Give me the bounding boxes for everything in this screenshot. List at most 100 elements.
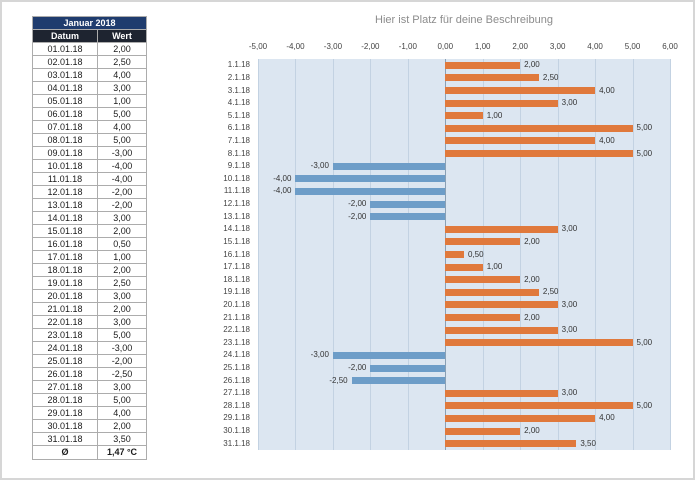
date-cell[interactable]: 03.01.18 <box>33 69 98 82</box>
date-cell[interactable]: 01.01.18 <box>33 43 98 56</box>
date-cell[interactable]: 02.01.18 <box>33 56 98 69</box>
bar[interactable] <box>445 276 521 284</box>
value-cell[interactable]: 4,00 <box>98 121 147 134</box>
bar[interactable] <box>445 440 577 448</box>
column-header-wert[interactable]: Wert <box>98 30 147 43</box>
bar[interactable] <box>351 377 446 385</box>
bar[interactable] <box>332 351 446 359</box>
date-cell[interactable]: 29.01.18 <box>33 407 98 420</box>
date-cell[interactable]: 04.01.18 <box>33 82 98 95</box>
value-cell[interactable]: 3,00 <box>98 316 147 329</box>
value-cell[interactable]: 1,00 <box>98 251 147 264</box>
value-cell[interactable]: -3,00 <box>98 147 147 160</box>
date-cell[interactable]: 08.01.18 <box>33 134 98 147</box>
value-cell[interactable]: 2,00 <box>98 225 147 238</box>
bar[interactable] <box>295 187 446 195</box>
value-cell[interactable]: 2,50 <box>98 277 147 290</box>
value-cell[interactable]: 3,00 <box>98 290 147 303</box>
value-cell[interactable]: 3,00 <box>98 82 147 95</box>
date-cell[interactable]: 30.01.18 <box>33 420 98 433</box>
plot-area[interactable] <box>258 59 670 450</box>
value-cell[interactable]: 2,50 <box>98 56 147 69</box>
bar[interactable] <box>445 137 596 145</box>
bar[interactable] <box>445 389 558 397</box>
bar[interactable] <box>370 200 446 208</box>
bar[interactable] <box>445 288 539 296</box>
bar[interactable] <box>445 414 596 422</box>
bar[interactable] <box>445 124 633 132</box>
date-cell[interactable]: 20.01.18 <box>33 290 98 303</box>
bar[interactable] <box>445 74 539 82</box>
date-cell[interactable]: 23.01.18 <box>33 329 98 342</box>
month-header-cell[interactable]: Januar 2018 <box>33 17 147 30</box>
value-cell[interactable]: -2,00 <box>98 355 147 368</box>
bar[interactable] <box>445 87 596 95</box>
bar[interactable] <box>445 238 521 246</box>
date-cell[interactable]: 05.01.18 <box>33 95 98 108</box>
date-cell[interactable]: 26.01.18 <box>33 368 98 381</box>
value-cell[interactable]: -2,50 <box>98 368 147 381</box>
bar[interactable] <box>370 213 446 221</box>
bar[interactable] <box>445 225 558 233</box>
bar[interactable] <box>332 162 446 170</box>
value-cell[interactable]: 3,50 <box>98 433 147 446</box>
average-value-cell[interactable]: 1,47 °C <box>98 446 147 460</box>
value-cell[interactable]: 5,00 <box>98 108 147 121</box>
date-cell[interactable]: 11.01.18 <box>33 173 98 186</box>
date-cell[interactable]: 24.01.18 <box>33 342 98 355</box>
column-header-datum[interactable]: Datum <box>33 30 98 43</box>
date-cell[interactable]: 25.01.18 <box>33 355 98 368</box>
date-cell[interactable]: 12.01.18 <box>33 186 98 199</box>
value-cell[interactable]: -3,00 <box>98 342 147 355</box>
date-cell[interactable]: 09.01.18 <box>33 147 98 160</box>
date-cell[interactable]: 21.01.18 <box>33 303 98 316</box>
date-cell[interactable]: 22.01.18 <box>33 316 98 329</box>
bar[interactable] <box>445 427 521 435</box>
bar[interactable] <box>295 175 446 183</box>
value-cell[interactable]: 3,00 <box>98 212 147 225</box>
bar[interactable] <box>445 339 633 347</box>
bar[interactable] <box>445 61 521 69</box>
date-cell[interactable]: 28.01.18 <box>33 394 98 407</box>
value-cell[interactable]: 2,00 <box>98 264 147 277</box>
value-cell[interactable]: 5,00 <box>98 134 147 147</box>
value-cell[interactable]: 5,00 <box>98 394 147 407</box>
date-cell[interactable]: 15.01.18 <box>33 225 98 238</box>
bar[interactable] <box>445 112 483 120</box>
date-cell[interactable]: 10.01.18 <box>33 160 98 173</box>
bar[interactable] <box>445 99 558 107</box>
date-cell[interactable]: 27.01.18 <box>33 381 98 394</box>
value-cell[interactable]: 4,00 <box>98 69 147 82</box>
x-axis-tick-label: -3,00 <box>323 42 343 51</box>
value-cell[interactable]: 2,00 <box>98 420 147 433</box>
date-cell[interactable]: 19.01.18 <box>33 277 98 290</box>
bar[interactable] <box>370 364 446 372</box>
date-cell[interactable]: 14.01.18 <box>33 212 98 225</box>
value-cell[interactable]: 1,00 <box>98 95 147 108</box>
bar[interactable] <box>445 251 464 258</box>
value-cell[interactable]: -4,00 <box>98 160 147 173</box>
date-cell[interactable]: 17.01.18 <box>33 251 98 264</box>
value-cell[interactable]: 2,00 <box>98 303 147 316</box>
value-cell[interactable]: 4,00 <box>98 407 147 420</box>
date-cell[interactable]: 13.01.18 <box>33 199 98 212</box>
bar[interactable] <box>445 326 558 334</box>
bar[interactable] <box>445 263 483 271</box>
date-cell[interactable]: 31.01.18 <box>33 433 98 446</box>
date-cell[interactable]: 07.01.18 <box>33 121 98 134</box>
bar[interactable] <box>445 301 558 309</box>
value-cell[interactable]: -2,00 <box>98 199 147 212</box>
value-cell[interactable]: -4,00 <box>98 173 147 186</box>
bar[interactable] <box>445 402 633 410</box>
value-cell[interactable]: -2,00 <box>98 186 147 199</box>
date-cell[interactable]: 06.01.18 <box>33 108 98 121</box>
value-cell[interactable]: 0,50 <box>98 238 147 251</box>
average-symbol-cell[interactable]: Ø <box>33 446 98 460</box>
value-cell[interactable]: 3,00 <box>98 381 147 394</box>
date-cell[interactable]: 18.01.18 <box>33 264 98 277</box>
date-cell[interactable]: 16.01.18 <box>33 238 98 251</box>
bar[interactable] <box>445 150 633 158</box>
bar[interactable] <box>445 314 521 322</box>
value-cell[interactable]: 5,00 <box>98 329 147 342</box>
value-cell[interactable]: 2,00 <box>98 43 147 56</box>
